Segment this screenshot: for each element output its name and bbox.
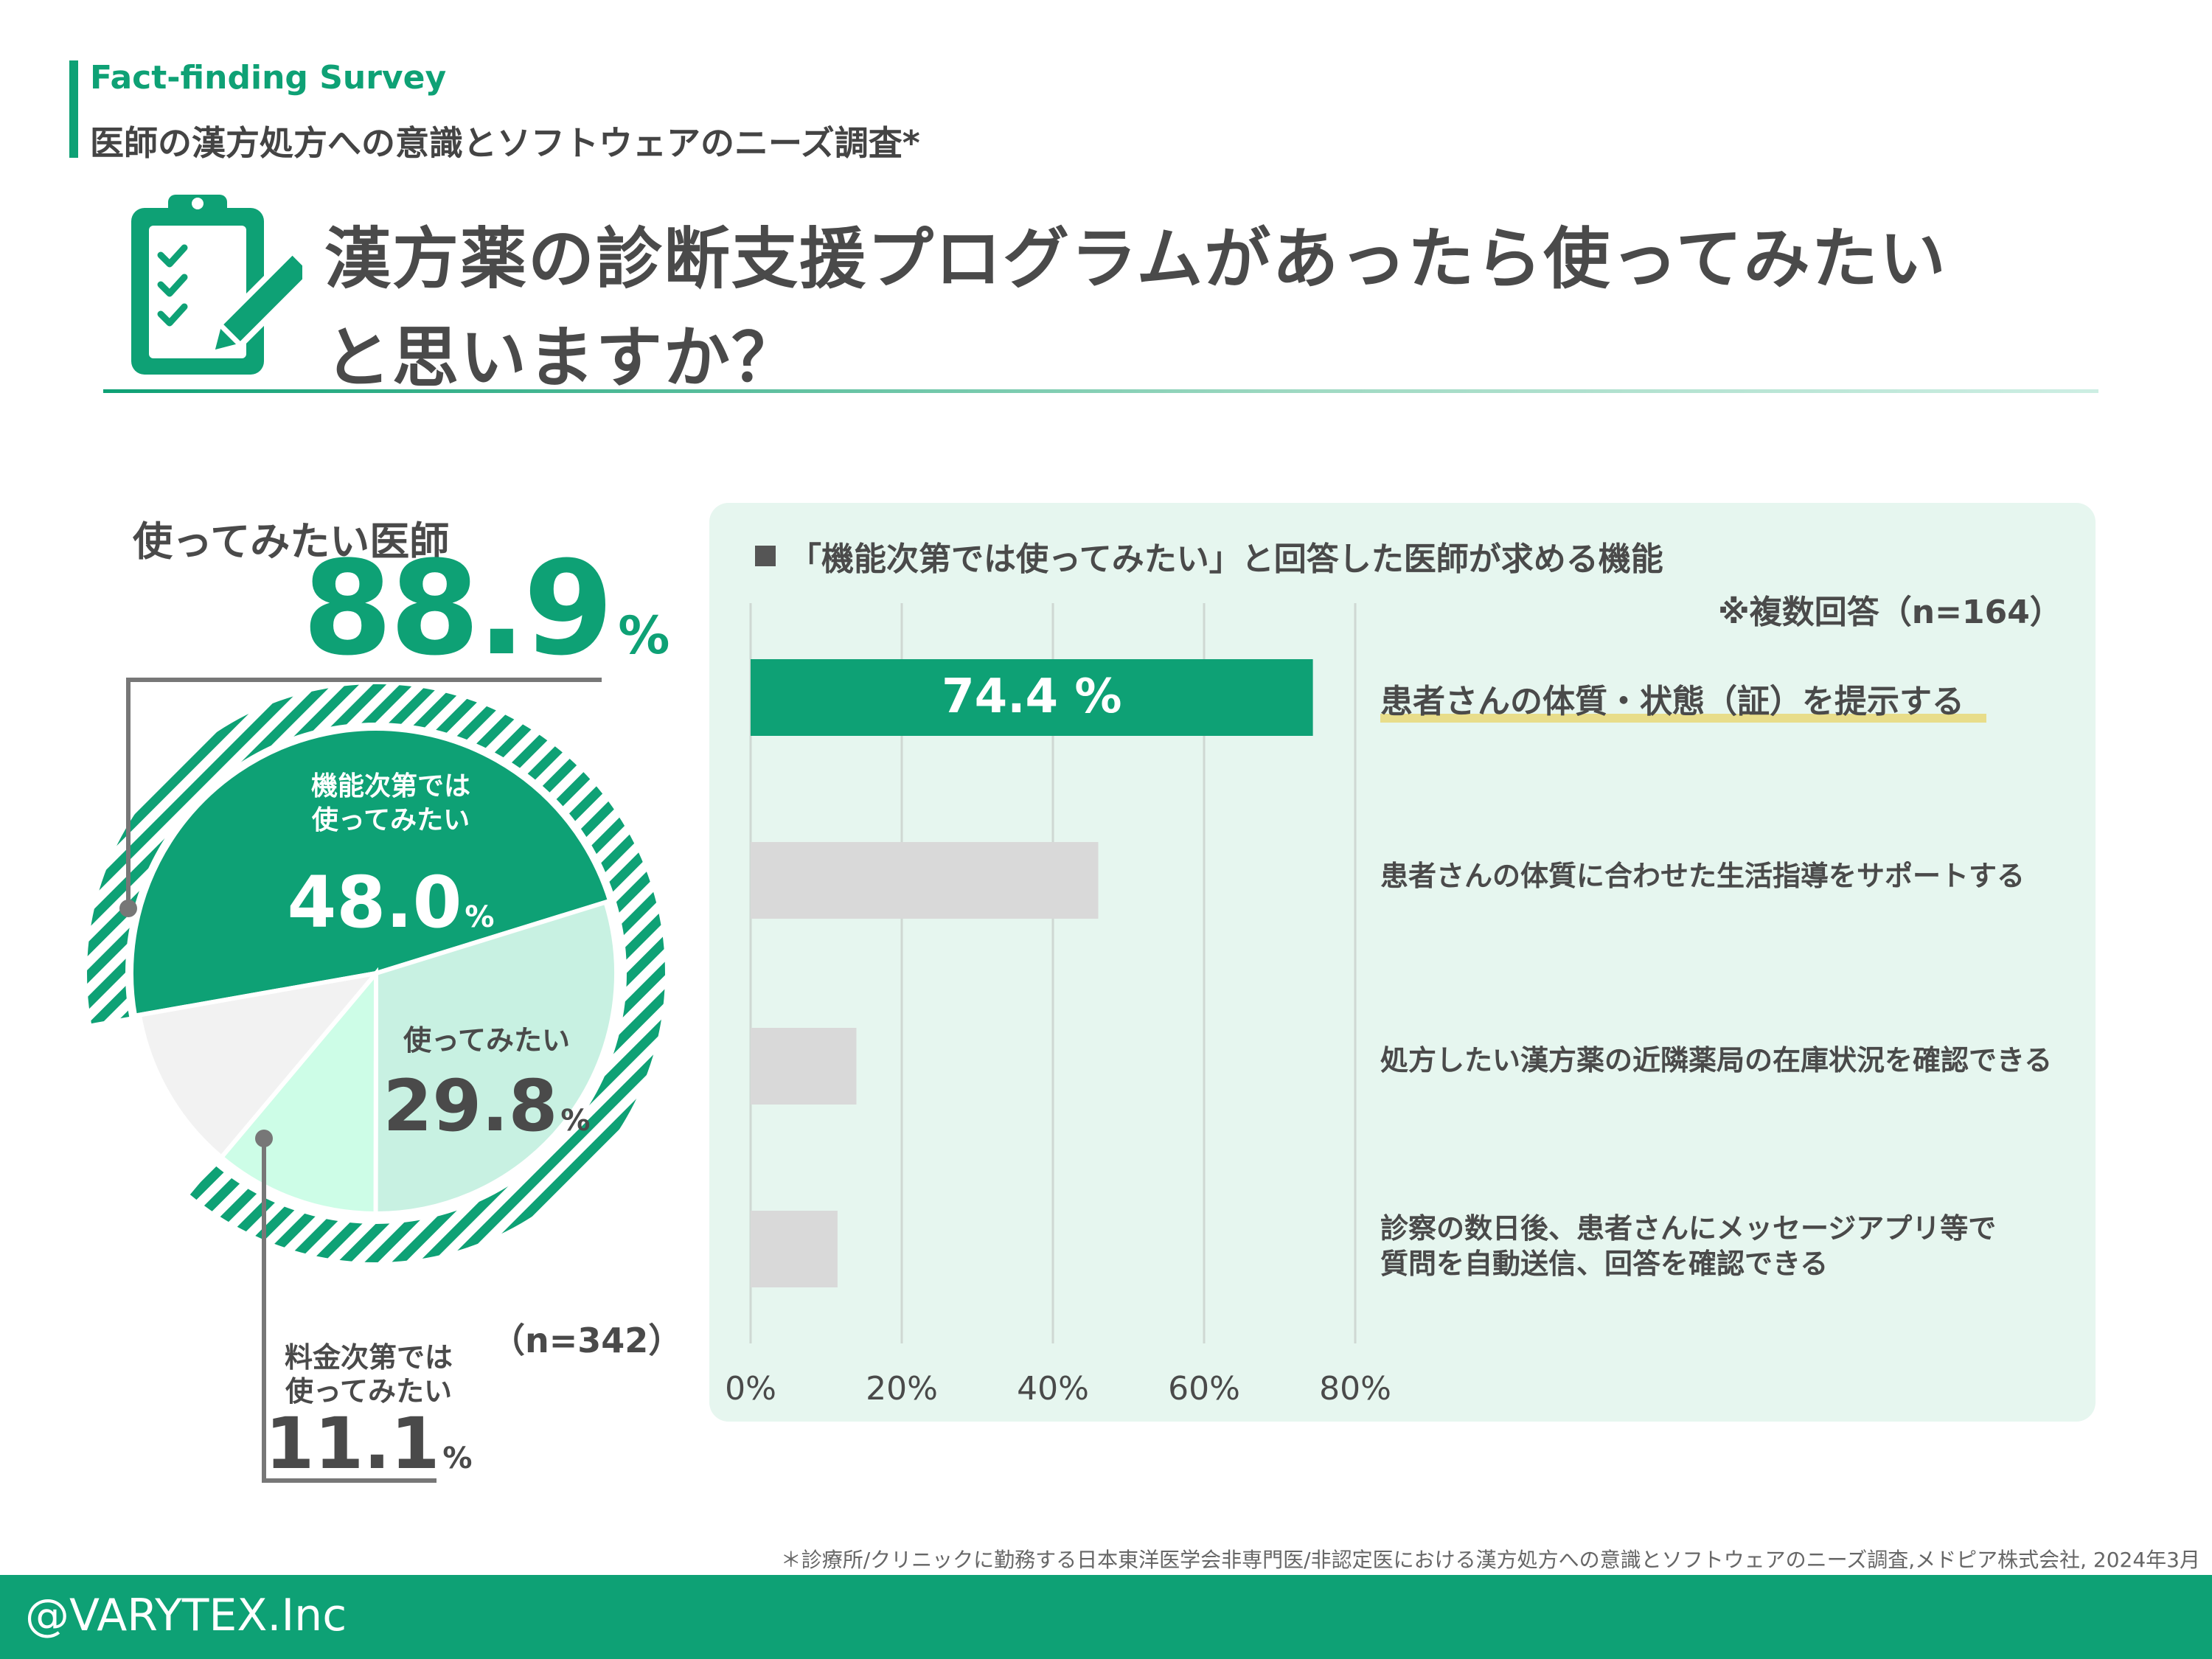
bar-category-label-0: 患者さんの体質・状態（証）を提示する [1380, 683, 1964, 720]
bar-category-label-3: 診察の数日後、患者さんにメッセージアプリ等で 質問を自動送信、回答を確認できる [1380, 1212, 1997, 1280]
bar-category-label-2: 処方したい漢方薬の近隣薬局の在庫状況を確認できる [1380, 1044, 2053, 1077]
slice-label-use: 使ってみたい [403, 1024, 571, 1057]
leader-dot-price [255, 1130, 273, 1147]
square-bullet-icon [755, 546, 776, 566]
leader-line-total [126, 678, 602, 908]
pie-slice-price [218, 967, 379, 1217]
bar-chart-panel [709, 503, 2096, 1422]
clipboard-checklist-icon [131, 195, 302, 375]
pie-headline-value: 88.9% [302, 533, 670, 684]
slice-value-feature: 48.0% [287, 861, 495, 944]
slice-value-use: 29.8% [383, 1065, 591, 1147]
bar-data-label-0: 74.4 % [942, 669, 1122, 724]
pie-sample-size: （n=342） [491, 1321, 683, 1360]
category-highlight [1380, 714, 1986, 723]
x-tick-label-3: 60% [1168, 1370, 1240, 1408]
footer-bar [0, 1575, 2212, 1659]
bar-1 [751, 842, 1099, 919]
bar-2 [751, 1028, 857, 1105]
bar-chart-title: 「機能次第では使ってみたい」と回答した医師が求める機能 [789, 540, 1663, 578]
footer-copyright: @VARYTEX.Inc [25, 1590, 347, 1641]
x-tick-label-2: 40% [1017, 1370, 1089, 1408]
pie-slice-feature [129, 726, 613, 1019]
page-title-line-2: と思いますか？ [324, 319, 799, 397]
title-divider [103, 389, 2098, 393]
pie-headline-label: 使ってみたい医師 [133, 518, 450, 565]
slice-value-price: 11.1% [265, 1402, 473, 1485]
pie-slice-use [373, 899, 619, 1217]
slice-label-feature: 機能次第では 使ってみたい [310, 771, 470, 835]
page-title-line-1: 漢方薬の診断支援プログラムがあったら使ってみたい [324, 220, 1947, 298]
bar-0 [751, 659, 1313, 736]
slice-label-price: 料金次第では 使ってみたい [284, 1341, 453, 1408]
source-footnote: ＊診療所/クリニックに勤務する日本東洋医学会非専門医/非認定医における漢方処方へ… [780, 1548, 2200, 1572]
leader-line-price [262, 1138, 437, 1483]
survey-subtitle: 医師の漢方処方への意識とソフトウェアのニーズ調査* [90, 123, 920, 163]
bar-chart-note: ※複数回答（n=164） [1718, 594, 2062, 631]
x-tick-label-0: 0% [725, 1370, 776, 1408]
x-tick-label-1: 20% [866, 1370, 938, 1408]
leader-dot-total [119, 900, 137, 917]
eyebrow-label: Fact-finding Survey [90, 59, 447, 97]
bar-3 [751, 1211, 838, 1287]
x-tick-label-4: 80% [1319, 1370, 1391, 1408]
pie-slice-other [136, 970, 382, 1161]
bar-category-label-1: 患者さんの体質に合わせた生活指導をサポートする [1380, 860, 2025, 892]
header-accent-bar [69, 60, 78, 158]
